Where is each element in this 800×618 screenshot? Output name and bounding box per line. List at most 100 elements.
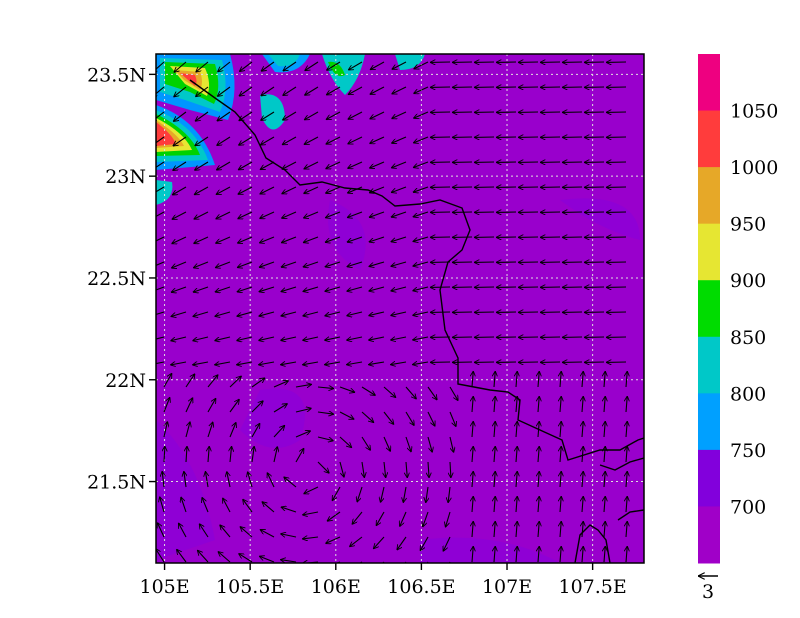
wind-arrow <box>472 446 473 463</box>
wind-arrow <box>604 396 605 413</box>
wind-arrow <box>327 511 341 521</box>
colorbar-segment <box>698 393 720 451</box>
wind-arrow <box>282 186 297 194</box>
coastline <box>617 509 644 521</box>
wind-arrow <box>171 286 187 292</box>
wind-arrow <box>202 497 209 513</box>
wind-arrow <box>239 86 253 96</box>
wind-arrow <box>259 236 275 243</box>
wind-arrow <box>472 471 473 488</box>
map-frame <box>155 53 645 564</box>
wind-arrow <box>413 111 429 118</box>
wind-arrow <box>236 336 253 341</box>
wind-arrow <box>281 507 297 513</box>
wind-arrow <box>227 471 231 488</box>
wind-arrow <box>259 211 275 219</box>
wind-arrow <box>326 136 341 145</box>
wind-arrow <box>251 378 265 388</box>
wind-arrow <box>284 477 297 488</box>
wind-arrow <box>391 161 407 168</box>
wind-arrow <box>403 486 406 503</box>
wind-arrow <box>216 186 231 196</box>
wind-arrow <box>238 186 253 195</box>
wind-arrow <box>516 496 517 513</box>
wind-arrow <box>339 386 355 392</box>
wind-arrow <box>195 111 209 121</box>
wind-arrow <box>163 373 172 388</box>
wind-arrow <box>303 211 319 218</box>
wind-arrow <box>604 471 605 488</box>
wind-arrow <box>604 496 605 513</box>
wind-arrow <box>361 386 376 395</box>
wind-arrow <box>261 86 275 96</box>
lon-tick-label: 107E <box>482 576 532 598</box>
wind-arrow <box>283 86 297 96</box>
lon-tick-label: 105.5E <box>216 576 284 598</box>
map-plot-area <box>155 53 645 564</box>
wind-arrow <box>304 161 319 170</box>
wind-arrow <box>369 261 385 267</box>
wind-arrow <box>280 336 297 340</box>
wind-arrow <box>195 136 209 146</box>
wind-arrow <box>196 61 209 72</box>
wind-arrow <box>325 236 341 242</box>
wind-arrow <box>339 411 354 420</box>
wind-arrow <box>199 524 209 538</box>
wind-arrow <box>251 423 260 438</box>
wind-arrow <box>405 411 414 426</box>
lon-tick-label: 106.5E <box>387 576 455 598</box>
axes: 105E 105.5E 106E 106.5E 107E 107.5E 23.5N 23N 22… <box>87 64 627 598</box>
wind-arrow <box>494 446 495 463</box>
wind-arrow <box>604 371 605 388</box>
wind-arrow <box>194 161 209 170</box>
wind-arrow <box>348 111 363 120</box>
wind-arrow <box>207 422 213 438</box>
wind-arrow <box>427 386 437 400</box>
wind-arrow <box>326 111 341 121</box>
wind-arrow <box>237 286 253 292</box>
wind-arrow <box>216 161 231 170</box>
wind-arrow <box>259 556 275 563</box>
wind-arrow <box>538 496 539 513</box>
wind-arrow <box>626 546 627 563</box>
wind-arrow <box>260 136 275 145</box>
wind-arrow <box>397 536 407 550</box>
wind-arrow <box>193 311 209 317</box>
wind-arrow <box>194 211 209 220</box>
wind-arrow <box>281 211 297 218</box>
wind-arrow <box>582 446 583 463</box>
wind-arrow <box>413 186 429 192</box>
wind-arrow <box>427 411 436 426</box>
wind-arrow <box>172 161 187 171</box>
country-border <box>189 79 644 461</box>
wind-arrow <box>370 86 385 95</box>
wind-arrow <box>304 111 319 120</box>
wind-arrow <box>273 425 285 438</box>
wind-arrow <box>260 186 275 195</box>
wind-arrow <box>370 61 385 71</box>
wind-arrow <box>173 136 187 146</box>
wind-arrow <box>177 523 187 538</box>
colorbar-label: 750 <box>730 440 766 462</box>
wind-arrow <box>376 511 385 526</box>
lat-tick-label: 22.5N <box>87 268 146 290</box>
wind-arrow <box>220 525 231 538</box>
lat-tick-label: 23N <box>105 166 146 188</box>
wind-arrow <box>280 560 297 562</box>
wind-arrow <box>238 553 253 563</box>
wind-arrow <box>516 446 517 463</box>
wind-arrow <box>357 486 363 502</box>
wind-arrow <box>295 408 312 413</box>
wind-arrow <box>423 511 429 527</box>
wind-arrow <box>347 211 363 218</box>
wind-arrow <box>420 536 429 551</box>
wind-arrow <box>317 436 334 441</box>
wind-arrow <box>426 486 428 503</box>
wind-arrow <box>582 396 583 413</box>
wind-arrow <box>317 387 334 389</box>
wind-arrow <box>192 362 209 365</box>
wind-arrow <box>260 161 275 171</box>
wind-arrow <box>443 536 451 551</box>
wind-arrow <box>176 549 187 563</box>
wind-arrow <box>247 472 253 488</box>
